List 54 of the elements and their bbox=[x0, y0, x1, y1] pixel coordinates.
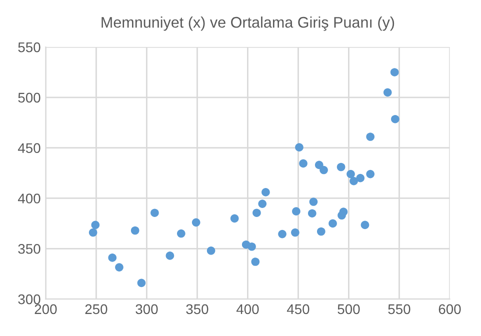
point bbox=[309, 198, 318, 206]
point bbox=[391, 114, 400, 124]
point bbox=[291, 228, 300, 237]
point bbox=[150, 208, 159, 218]
x-tick-label: 300 bbox=[136, 304, 158, 314]
x-tick-label: 450 bbox=[286, 304, 310, 314]
point bbox=[258, 200, 267, 208]
point bbox=[278, 230, 286, 238]
x-tick-label: 250 bbox=[85, 304, 108, 314]
point bbox=[206, 246, 216, 255]
x-tick-label: 550 bbox=[388, 304, 410, 314]
point bbox=[366, 132, 375, 141]
x-tick-label: 400 bbox=[236, 304, 259, 314]
point bbox=[230, 214, 239, 223]
point bbox=[383, 88, 392, 97]
point bbox=[176, 229, 186, 238]
x-tick-label: 600 bbox=[438, 304, 461, 314]
point bbox=[108, 254, 117, 262]
x-tick-label: 500 bbox=[338, 304, 360, 314]
y-tick-label: 350 bbox=[18, 244, 40, 254]
point bbox=[360, 220, 370, 230]
y-tick-label: 450 bbox=[18, 143, 40, 154]
point bbox=[88, 228, 98, 237]
point bbox=[320, 166, 328, 174]
point bbox=[248, 242, 256, 251]
y-tick-label: 500 bbox=[18, 92, 40, 103]
y-tick-label: 300 bbox=[18, 294, 40, 304]
point bbox=[166, 252, 174, 260]
point bbox=[130, 226, 140, 235]
point bbox=[350, 176, 358, 186]
point bbox=[192, 218, 200, 227]
point bbox=[262, 188, 270, 196]
x-tick-label: 350 bbox=[186, 304, 208, 314]
point bbox=[346, 170, 355, 178]
point bbox=[366, 170, 375, 178]
point bbox=[115, 263, 124, 272]
y-tick-label: 400 bbox=[18, 194, 40, 204]
point bbox=[91, 220, 100, 230]
point bbox=[252, 208, 261, 218]
point bbox=[336, 162, 346, 172]
point bbox=[316, 227, 326, 236]
point bbox=[390, 68, 399, 76]
point bbox=[328, 219, 337, 228]
point bbox=[137, 278, 146, 288]
point bbox=[299, 159, 308, 168]
x-tick-label: 200 bbox=[34, 304, 57, 314]
point bbox=[339, 208, 348, 216]
point bbox=[308, 209, 316, 218]
point bbox=[292, 207, 300, 216]
y-tick-label: 550 bbox=[18, 42, 40, 52]
point bbox=[251, 258, 260, 266]
point bbox=[295, 143, 304, 152]
chart-title: Memnuniyet (x) ve Ortalama Giriş Puanı (y) bbox=[102, 16, 394, 31]
point bbox=[356, 174, 365, 182]
